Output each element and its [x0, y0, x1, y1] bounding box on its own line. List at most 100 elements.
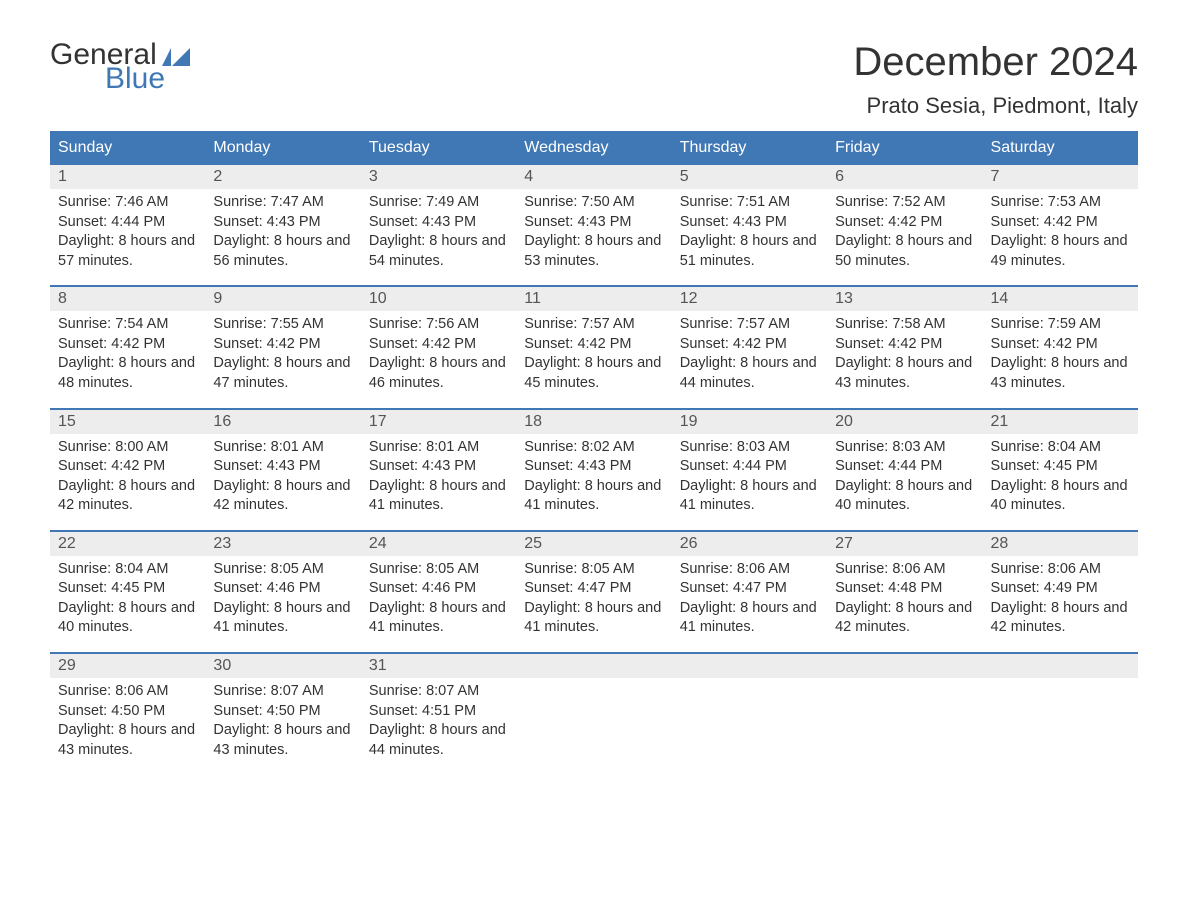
day-cell: 7Sunrise: 7:53 AMSunset: 4:42 PMDaylight… — [983, 165, 1138, 283]
daylight-line: Daylight: 8 hours and 42 minutes. — [58, 477, 197, 516]
sunrise-line: Sunrise: 7:54 AM — [58, 315, 197, 335]
day-number: 20 — [827, 410, 982, 434]
dow-cell: Monday — [205, 131, 360, 165]
day-body: Sunrise: 7:57 AMSunset: 4:42 PMDaylight:… — [516, 315, 671, 393]
logo: General Blue — [50, 40, 190, 94]
sunrise-line: Sunrise: 8:04 AM — [58, 560, 197, 580]
daylight-line: Daylight: 8 hours and 41 minutes. — [680, 599, 819, 638]
day-cell: 5Sunrise: 7:51 AMSunset: 4:43 PMDaylight… — [672, 165, 827, 283]
day-cell: 8Sunrise: 7:54 AMSunset: 4:42 PMDaylight… — [50, 287, 205, 405]
daylight-line: Daylight: 8 hours and 40 minutes. — [991, 477, 1130, 516]
day-body: Sunrise: 7:53 AMSunset: 4:42 PMDaylight:… — [983, 193, 1138, 271]
sunset-line: Sunset: 4:48 PM — [835, 579, 974, 599]
sunrise-line: Sunrise: 8:05 AM — [213, 560, 352, 580]
month-title: December 2024 — [853, 40, 1138, 85]
daylight-line: Daylight: 8 hours and 57 minutes. — [58, 232, 197, 271]
day-number: 26 — [672, 532, 827, 556]
sunrise-line: Sunrise: 7:58 AM — [835, 315, 974, 335]
sunset-line: Sunset: 4:51 PM — [369, 702, 508, 722]
sunrise-line: Sunrise: 8:06 AM — [835, 560, 974, 580]
sunrise-line: Sunrise: 7:50 AM — [524, 193, 663, 213]
day-number: 31 — [361, 654, 516, 678]
day-body: Sunrise: 8:06 AMSunset: 4:48 PMDaylight:… — [827, 560, 982, 638]
day-cell — [983, 654, 1138, 772]
empty-day-number — [983, 654, 1138, 678]
sunrise-line: Sunrise: 7:57 AM — [524, 315, 663, 335]
day-body: Sunrise: 8:07 AMSunset: 4:50 PMDaylight:… — [205, 682, 360, 760]
sunset-line: Sunset: 4:43 PM — [213, 457, 352, 477]
day-body: Sunrise: 7:56 AMSunset: 4:42 PMDaylight:… — [361, 315, 516, 393]
header: General Blue December 2024 Prato Sesia, … — [50, 40, 1138, 119]
sunset-line: Sunset: 4:44 PM — [680, 457, 819, 477]
dow-cell: Tuesday — [361, 131, 516, 165]
daylight-line: Daylight: 8 hours and 54 minutes. — [369, 232, 508, 271]
daylight-line: Daylight: 8 hours and 40 minutes. — [835, 477, 974, 516]
sunrise-line: Sunrise: 8:06 AM — [991, 560, 1130, 580]
day-number: 10 — [361, 287, 516, 311]
sunset-line: Sunset: 4:42 PM — [524, 335, 663, 355]
empty-day-number — [827, 654, 982, 678]
daylight-line: Daylight: 8 hours and 47 minutes. — [213, 354, 352, 393]
day-body: Sunrise: 8:06 AMSunset: 4:47 PMDaylight:… — [672, 560, 827, 638]
day-cell: 17Sunrise: 8:01 AMSunset: 4:43 PMDayligh… — [361, 410, 516, 528]
day-number: 19 — [672, 410, 827, 434]
day-cell: 10 Sunrise: 7:56 AMSunset: 4:42 PMDayligh… — [361, 287, 516, 405]
sunrise-line: Sunrise: 7:52 AM — [835, 193, 974, 213]
sunset-line: Sunset: 4:45 PM — [58, 579, 197, 599]
day-body: Sunrise: 8:01 AMSunset: 4:43 PMDaylight:… — [205, 438, 360, 516]
sunset-line: Sunset: 4:47 PM — [524, 579, 663, 599]
sunrise-line: Sunrise: 8:00 AM — [58, 438, 197, 458]
day-cell — [827, 654, 982, 772]
day-body: Sunrise: 8:05 AMSunset: 4:46 PMDaylight:… — [205, 560, 360, 638]
empty-day-number — [516, 654, 671, 678]
sunset-line: Sunset: 4:46 PM — [213, 579, 352, 599]
sunset-line: Sunset: 4:42 PM — [58, 335, 197, 355]
sunrise-line: Sunrise: 8:02 AM — [524, 438, 663, 458]
daylight-line: Daylight: 8 hours and 43 minutes. — [991, 354, 1130, 393]
week-row: 22Sunrise: 8:04 AMSunset: 4:45 PMDayligh… — [50, 530, 1138, 650]
sunrise-line: Sunrise: 7:59 AM — [991, 315, 1130, 335]
day-number: 6 — [827, 165, 982, 189]
sunset-line: Sunset: 4:42 PM — [369, 335, 508, 355]
day-body: Sunrise: 7:47 AMSunset: 4:43 PMDaylight:… — [205, 193, 360, 271]
day-cell: 2Sunrise: 7:47 AMSunset: 4:43 PMDaylight… — [205, 165, 360, 283]
daylight-line: Daylight: 8 hours and 41 minutes. — [680, 477, 819, 516]
sunrise-line: Sunrise: 7:49 AM — [369, 193, 508, 213]
day-cell: 16 Sunrise: 8:01 AMSunset: 4:43 PMDayligh… — [205, 410, 360, 528]
daylight-line: Daylight: 8 hours and 46 minutes. — [369, 354, 508, 393]
daylight-line: Daylight: 8 hours and 42 minutes. — [835, 599, 974, 638]
day-number: 23 — [205, 532, 360, 556]
day-cell: 28Sunrise: 8:06 AMSunset: 4:49 PMDayligh… — [983, 532, 1138, 650]
sunset-line: Sunset: 4:50 PM — [213, 702, 352, 722]
day-body: Sunrise: 8:04 AMSunset: 4:45 PMDaylight:… — [983, 438, 1138, 516]
day-cell: 18Sunrise: 8:02 AMSunset: 4:43 PMDayligh… — [516, 410, 671, 528]
daylight-line: Daylight: 8 hours and 43 minutes. — [213, 721, 352, 760]
daylight-line: Daylight: 8 hours and 41 minutes. — [369, 477, 508, 516]
day-body: Sunrise: 8:07 AMSunset: 4:51 PMDaylight:… — [361, 682, 516, 760]
sunrise-line: Sunrise: 8:01 AM — [213, 438, 352, 458]
day-body: Sunrise: 7:55 AMSunset: 4:42 PMDaylight:… — [205, 315, 360, 393]
day-cell: 13Sunrise: 7:58 AMSunset: 4:42 PMDayligh… — [827, 287, 982, 405]
day-number: 16 — [205, 410, 360, 434]
day-cell: 9Sunrise: 7:55 AMSunset: 4:42 PMDaylight… — [205, 287, 360, 405]
sunrise-line: Sunrise: 7:53 AM — [991, 193, 1130, 213]
location-subtitle: Prato Sesia, Piedmont, Italy — [853, 93, 1138, 119]
sunrise-line: Sunrise: 7:46 AM — [58, 193, 197, 213]
day-number: 28 — [983, 532, 1138, 556]
day-cell: 21Sunrise: 8:04 AMSunset: 4:45 PMDayligh… — [983, 410, 1138, 528]
dow-cell: Saturday — [983, 131, 1138, 165]
day-number: 11 — [516, 287, 671, 311]
day-body: Sunrise: 8:01 AMSunset: 4:43 PMDaylight:… — [361, 438, 516, 516]
daylight-line: Daylight: 8 hours and 42 minutes. — [213, 477, 352, 516]
sunrise-line: Sunrise: 7:56 AM — [369, 315, 508, 335]
day-cell: 26 Sunrise: 8:06 AMSunset: 4:47 PMDayligh… — [672, 532, 827, 650]
day-cell: 19Sunrise: 8:03 AMSunset: 4:44 PMDayligh… — [672, 410, 827, 528]
daylight-line: Daylight: 8 hours and 53 minutes. — [524, 232, 663, 271]
sunset-line: Sunset: 4:43 PM — [369, 213, 508, 233]
sunset-line: Sunset: 4:45 PM — [991, 457, 1130, 477]
day-number: 29 — [50, 654, 205, 678]
daylight-line: Daylight: 8 hours and 45 minutes. — [524, 354, 663, 393]
sunset-line: Sunset: 4:42 PM — [835, 213, 974, 233]
title-block: December 2024 Prato Sesia, Piedmont, Ita… — [853, 40, 1138, 119]
week-row: 15Sunrise: 8:00 AMSunset: 4:42 PMDayligh… — [50, 408, 1138, 528]
